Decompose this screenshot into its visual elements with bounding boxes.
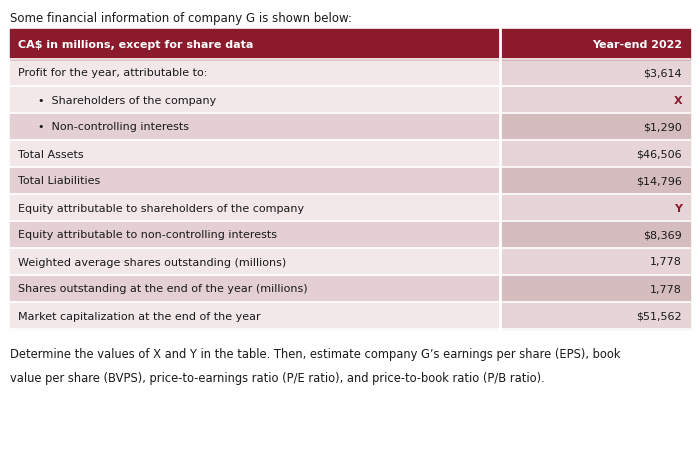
- Text: $8,369: $8,369: [643, 230, 682, 240]
- Bar: [500, 114, 690, 141]
- Text: CA$ in millions, except for share data: CA$ in millions, except for share data: [18, 40, 253, 50]
- Text: Y: Y: [674, 203, 682, 213]
- Text: Some financial information of company G is shown below:: Some financial information of company G …: [10, 12, 352, 25]
- Bar: [500, 276, 690, 302]
- Text: Weighted average shares outstanding (millions): Weighted average shares outstanding (mil…: [18, 257, 286, 267]
- Text: $14,796: $14,796: [636, 176, 682, 186]
- Text: Total Assets: Total Assets: [18, 149, 83, 159]
- Text: X: X: [673, 95, 682, 105]
- Text: $51,562: $51,562: [636, 311, 682, 321]
- Bar: [500, 87, 690, 114]
- Bar: [10, 30, 500, 60]
- Text: Profit for the year, attributable to:: Profit for the year, attributable to:: [18, 69, 207, 79]
- Bar: [10, 302, 500, 329]
- Text: Determine the values of X and Y in the table. Then, estimate company G’s earning: Determine the values of X and Y in the t…: [10, 347, 620, 360]
- Bar: [10, 248, 500, 276]
- Bar: [10, 114, 500, 141]
- Text: $3,614: $3,614: [643, 69, 682, 79]
- Bar: [10, 141, 500, 168]
- Text: Shares outstanding at the end of the year (millions): Shares outstanding at the end of the yea…: [18, 284, 307, 294]
- Text: Year-end 2022: Year-end 2022: [592, 40, 682, 50]
- Bar: [500, 195, 690, 221]
- Text: $1,290: $1,290: [643, 122, 682, 132]
- Text: value per share (BVPS), price-to-earnings ratio (P/E ratio), and price-to-book r: value per share (BVPS), price-to-earning…: [10, 371, 545, 384]
- Bar: [500, 141, 690, 168]
- Bar: [500, 60, 690, 87]
- Text: Market capitalization at the end of the year: Market capitalization at the end of the …: [18, 311, 260, 321]
- Text: •  Shareholders of the company: • Shareholders of the company: [38, 95, 216, 105]
- Text: Equity attributable to non-controlling interests: Equity attributable to non-controlling i…: [18, 230, 277, 240]
- Bar: [500, 168, 690, 195]
- Bar: [500, 248, 690, 276]
- Bar: [10, 221, 500, 248]
- Bar: [10, 168, 500, 195]
- Bar: [10, 195, 500, 221]
- Text: Equity attributable to shareholders of the company: Equity attributable to shareholders of t…: [18, 203, 304, 213]
- Bar: [500, 30, 690, 60]
- Bar: [500, 302, 690, 329]
- Bar: [10, 60, 500, 87]
- Bar: [500, 221, 690, 248]
- Text: $46,506: $46,506: [636, 149, 682, 159]
- Bar: [10, 87, 500, 114]
- Bar: [10, 276, 500, 302]
- Text: 1,778: 1,778: [650, 257, 682, 267]
- Text: Total Liabilities: Total Liabilities: [18, 176, 100, 186]
- Text: •  Non-controlling interests: • Non-controlling interests: [38, 122, 189, 132]
- Text: 1,778: 1,778: [650, 284, 682, 294]
